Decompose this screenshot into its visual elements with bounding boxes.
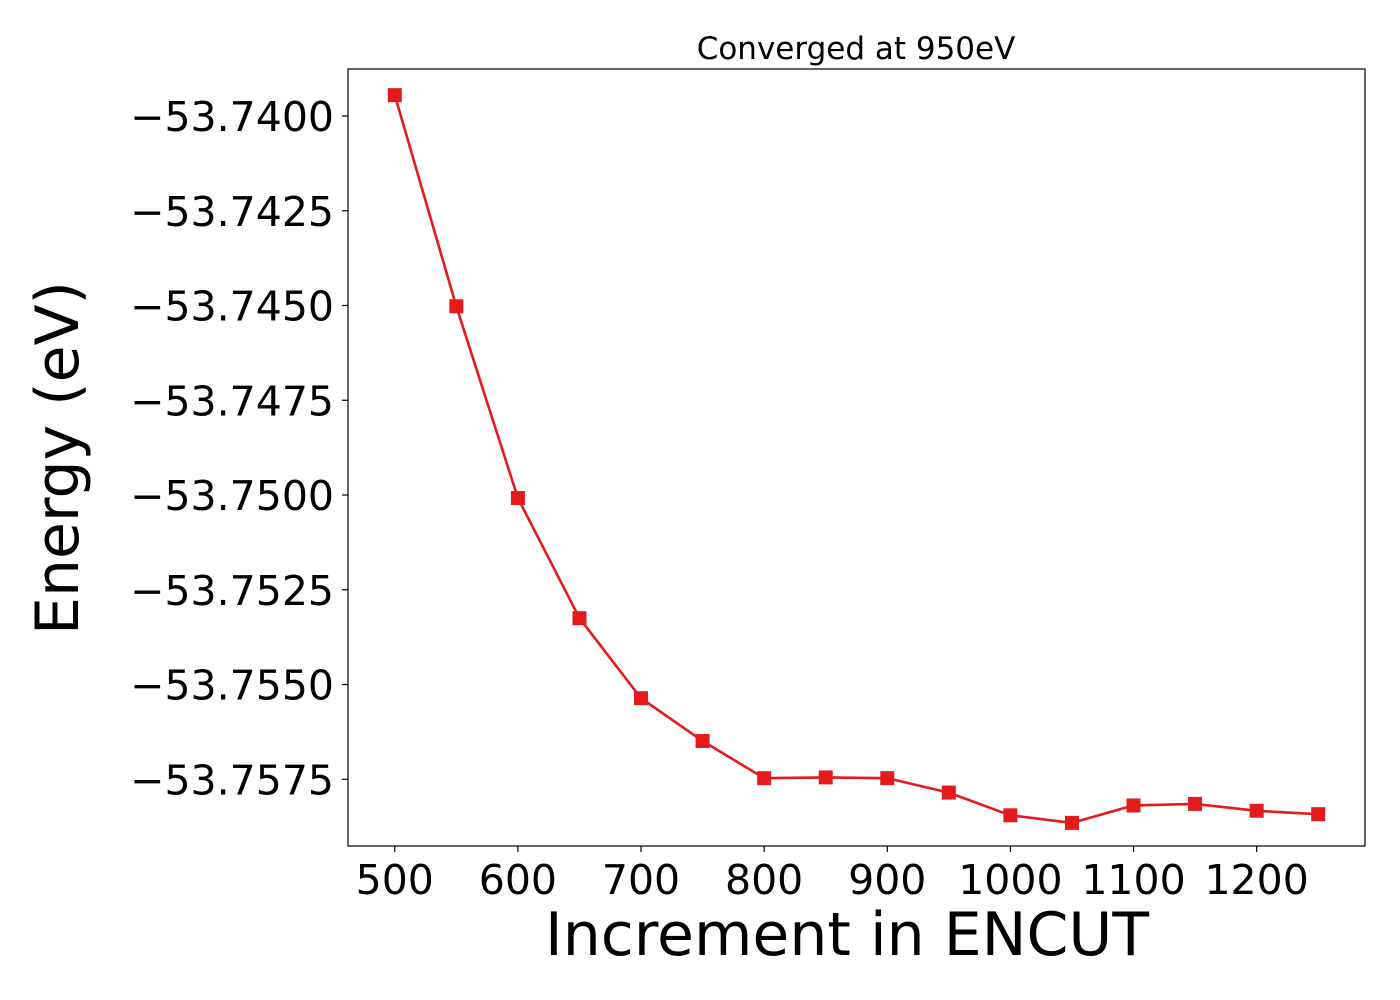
- data-point-marker: [818, 770, 833, 785]
- y-tick-label: −53.7500: [130, 472, 334, 520]
- x-tick-label: 900: [848, 856, 926, 904]
- data-point-marker: [1126, 798, 1141, 813]
- data-point-marker: [941, 785, 956, 800]
- x-tick-label: 800: [725, 856, 803, 904]
- x-axis-ticks: 500 600 700 800 900 1000 1100 1200: [356, 846, 1309, 904]
- y-tick-label: −53.7550: [130, 662, 334, 710]
- y-tick-label: −53.7575: [130, 756, 334, 804]
- data-point-marker: [572, 611, 587, 626]
- y-axis-ticks: −53.7400 −53.7425 −53.7450 −53.7475 −53.7500…: [130, 93, 348, 804]
- data-point-marker: [1311, 807, 1326, 822]
- y-tick-label: −53.7425: [130, 188, 334, 236]
- x-tick-label: 700: [602, 856, 680, 904]
- y-tick-label: −53.7525: [130, 567, 334, 615]
- plot-area: [347, 68, 1366, 847]
- data-point-marker: [449, 299, 464, 314]
- x-axis-title: Increment in ENCUT: [545, 900, 1149, 970]
- data-point-marker: [510, 491, 525, 506]
- y-tick-label: −53.7400: [130, 93, 334, 141]
- data-point-marker: [1249, 803, 1264, 818]
- x-tick-label: 1000: [958, 856, 1062, 904]
- data-point-marker: [1064, 815, 1079, 830]
- series-layer: [387, 88, 1326, 830]
- x-tick-label: 500: [356, 856, 434, 904]
- x-tick-label: 600: [479, 856, 557, 904]
- y-axis-title: Energy (eV): [23, 281, 93, 635]
- y-tick-label: −53.7450: [130, 283, 334, 331]
- data-point-marker: [757, 771, 772, 786]
- data-point-marker: [387, 88, 402, 103]
- x-tick-label: 1200: [1204, 856, 1308, 904]
- y-tick-label: −53.7475: [130, 377, 334, 425]
- data-point-marker: [1003, 808, 1018, 823]
- data-point-marker: [1188, 796, 1203, 811]
- x-tick-label: 1100: [1081, 856, 1185, 904]
- data-point-marker: [695, 734, 710, 749]
- chart-title: Converged at 950eV: [697, 31, 1016, 67]
- data-point-marker: [880, 771, 895, 786]
- series-line: [393, 94, 1319, 825]
- data-point-marker: [634, 691, 649, 706]
